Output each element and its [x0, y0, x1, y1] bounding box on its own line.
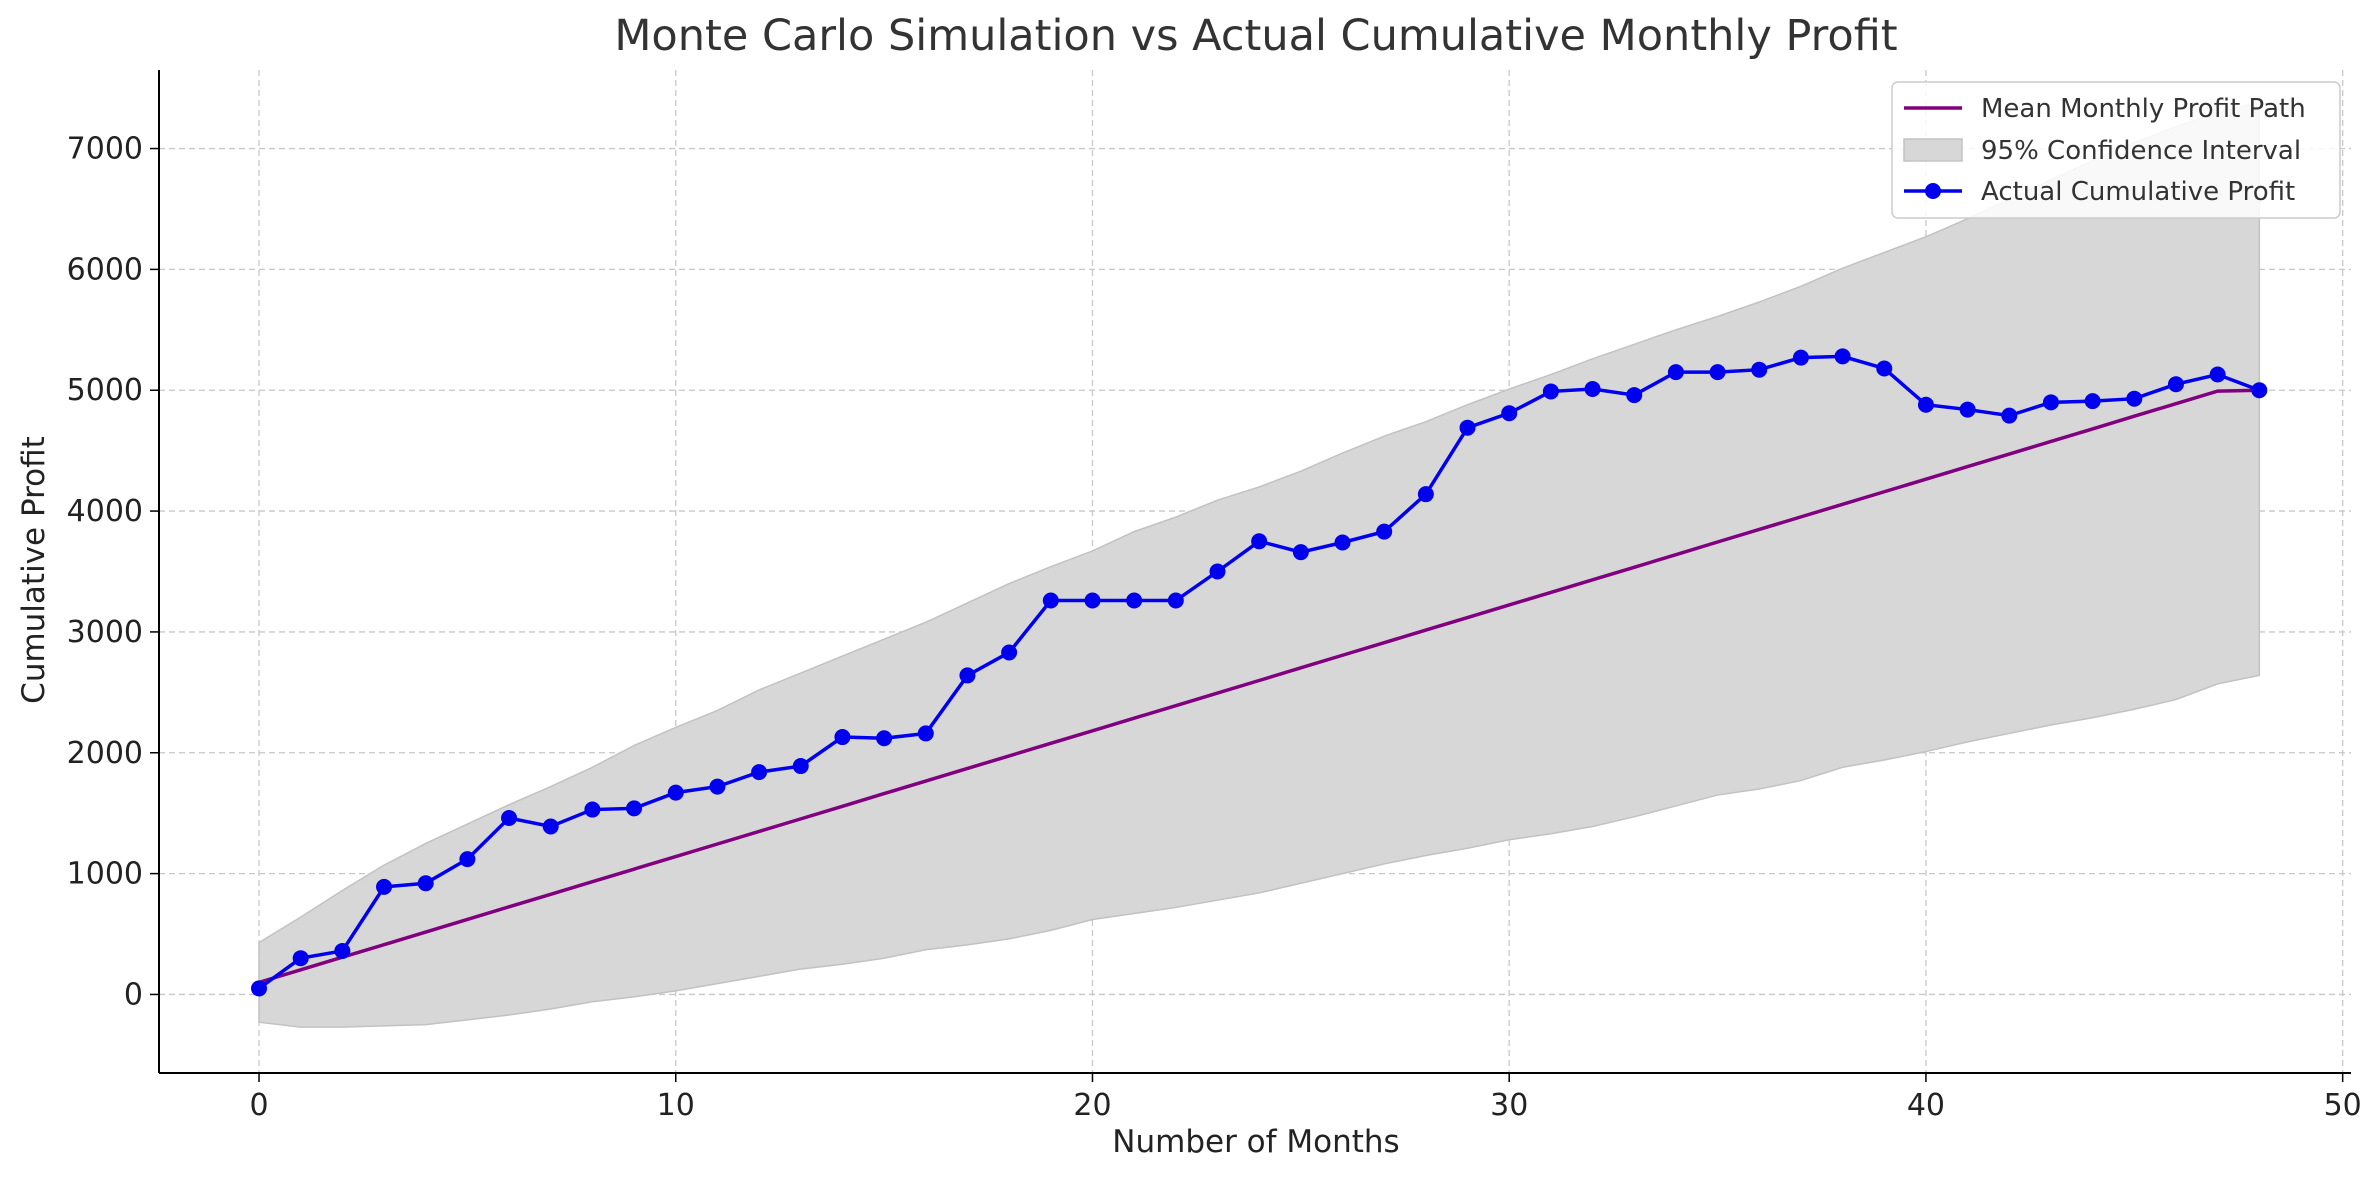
actual-profit-point: [834, 729, 851, 746]
y-tick-label: 2000: [67, 736, 143, 771]
legend-ci-label: 95% Confidence Interval: [1981, 136, 2301, 166]
actual-profit-point: [1542, 383, 1559, 400]
actual-profit-point: [1959, 401, 1976, 418]
actual-profit-point: [334, 942, 351, 959]
actual-profit-point: [1209, 563, 1226, 580]
actual-profit-point: [1251, 533, 1268, 550]
actual-profit-point: [501, 810, 518, 827]
mean-profit-line: [258, 388, 2260, 985]
legend: Mean Monthly Profit Path 95% Confidence …: [1891, 81, 2341, 219]
actual-profit-point: [626, 800, 643, 817]
actual-profit-point: [417, 875, 434, 892]
actual-line-layer: [251, 348, 2268, 997]
actual-profit-point: [251, 980, 268, 997]
y-tick-label: 7000: [67, 132, 143, 167]
axes: 0 10 20 30 40 50 0 1000 2000 3000 4000 5000 6000 7000: [67, 70, 2362, 1123]
y-tick-label: 1000: [67, 857, 143, 892]
actual-profit-point: [917, 725, 934, 742]
x-tick-label: 10: [657, 1088, 695, 1123]
actual-profit-point: [584, 801, 601, 818]
actual-profit-point: [876, 730, 893, 747]
actual-profit-point: [1584, 381, 1601, 398]
actual-profit-point: [709, 778, 726, 795]
y-axis-label: Cumulative Profit: [16, 436, 52, 704]
x-tick-label: 30: [1490, 1088, 1528, 1123]
actual-profit-point: [2167, 376, 2184, 393]
actual-profit-point: [459, 851, 476, 868]
actual-profit-point: [1751, 361, 1768, 378]
actual-profit-point: [542, 818, 559, 835]
actual-profit-point: [959, 667, 976, 684]
actual-profit-point: [1626, 387, 1643, 404]
actual-profit-point: [1042, 592, 1059, 609]
actual-profit-point: [1417, 486, 1434, 503]
actual-profit-point: [1167, 592, 1184, 609]
actual-profit-point: [1376, 523, 1393, 540]
actual-profit-point: [1792, 349, 1809, 366]
actual-profit-point: [292, 950, 309, 967]
actual-profit-point: [1084, 592, 1101, 609]
confidence-band: [258, 101, 2261, 1028]
y-tick-label: 0: [124, 977, 143, 1012]
actual-profit-point: [1126, 592, 1143, 609]
actual-profit-point: [2126, 390, 2143, 407]
actual-profit-point: [1834, 348, 1851, 365]
legend-actual-label: Actual Cumulative Profit: [1981, 177, 2295, 207]
legend-ci-swatch: [1903, 138, 1963, 162]
actual-profit-point: [1501, 405, 1518, 422]
actual-profit-point: [1334, 534, 1351, 551]
x-tick-label: 50: [2324, 1088, 2362, 1123]
x-tick-label: 20: [1073, 1088, 1111, 1123]
actual-profit-point: [2001, 407, 2018, 424]
y-tick-label: 6000: [67, 252, 143, 287]
legend-mean-label: Mean Monthly Profit Path: [1981, 94, 2306, 124]
legend-frame: [1891, 81, 2341, 219]
actual-profit-point: [751, 764, 768, 781]
x-tick-label: 40: [1907, 1088, 1945, 1123]
confidence-band-layer: [258, 101, 2261, 1028]
actual-profit-point: [1001, 644, 1018, 661]
actual-profit-point: [2084, 393, 2101, 410]
actual-profit-point: [376, 878, 393, 895]
x-tick-label: 0: [249, 1088, 268, 1123]
mean-line-layer: [258, 388, 2260, 985]
y-tick-label: 4000: [67, 494, 143, 529]
actual-profit-point: [1917, 396, 1934, 413]
y-tick-label: 3000: [67, 615, 143, 650]
actual-profit-point: [1459, 419, 1476, 436]
actual-profit-point: [1709, 364, 1726, 381]
actual-profit-point: [792, 758, 809, 775]
actual-profit-point: [1876, 360, 1893, 377]
chart-title: Monte Carlo Simulation vs Actual Cumulat…: [614, 11, 1897, 61]
x-axis-label: Number of Months: [1112, 1124, 1399, 1160]
actual-profit-point: [1667, 364, 1684, 381]
actual-profit-point: [667, 784, 684, 801]
actual-profit-point: [2042, 394, 2059, 411]
actual-profit-point: [2209, 366, 2226, 383]
actual-profit-point: [1292, 544, 1309, 561]
y-tick-label: 5000: [67, 373, 143, 408]
legend-actual-marker: [1925, 183, 1941, 199]
actual-profit-point: [2251, 382, 2268, 399]
